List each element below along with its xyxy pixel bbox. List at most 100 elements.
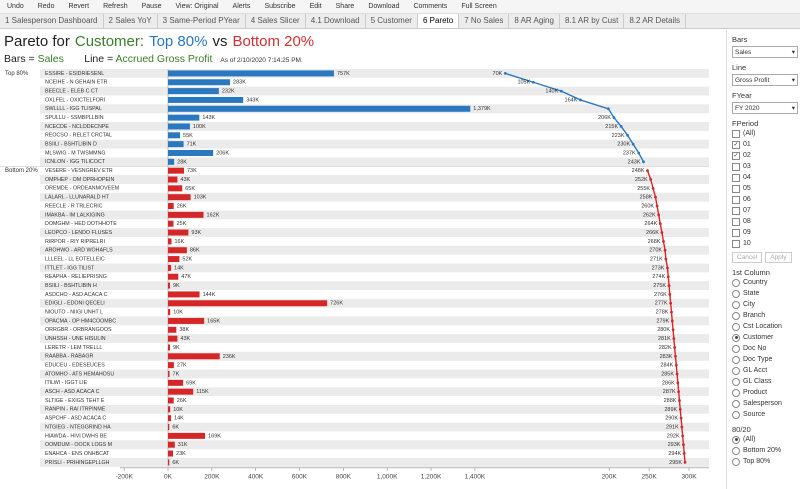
- radio-option[interactable]: Country: [732, 277, 798, 288]
- bar: [168, 459, 170, 466]
- bar: [168, 326, 177, 333]
- checkbox-option[interactable]: (All): [732, 128, 798, 139]
- line-point: [649, 178, 653, 181]
- radio-option[interactable]: Customer: [732, 332, 798, 343]
- row-label: SWLLLL - IGG TLISPAL: [45, 106, 102, 112]
- checkbox-option[interactable]: 03: [732, 161, 798, 172]
- radio-option[interactable]: Salesperson: [732, 398, 798, 409]
- bar-label: 144K: [203, 292, 216, 298]
- dropdown[interactable]: FY 2020 ▾: [732, 102, 798, 114]
- bar: [168, 194, 191, 201]
- checkbox-option[interactable]: 07: [732, 205, 798, 216]
- toolbar-button[interactable]: Edit: [309, 3, 322, 10]
- radio-option[interactable]: Branch: [732, 310, 798, 321]
- radio-option[interactable]: Top 80%: [732, 456, 798, 467]
- toolbar-button[interactable]: Full Screen: [461, 3, 497, 10]
- line-point: [674, 354, 677, 358]
- tab[interactable]: 3 Same-Period PYear: [158, 14, 246, 28]
- gross-profit-line: [646, 170, 686, 463]
- checkbox-label: 09: [743, 229, 751, 236]
- row-band: [40, 228, 709, 237]
- bar-label: 232K: [222, 89, 235, 95]
- radio-option[interactable]: GL Acct: [732, 365, 798, 376]
- line-point: [683, 460, 687, 464]
- bar-label: 169K: [208, 433, 221, 439]
- line-label: 70K: [493, 71, 503, 77]
- dropdown[interactable]: Gross Profit ▾: [732, 74, 798, 86]
- dropdown[interactable]: Sales ▾: [732, 46, 798, 58]
- toolbar-button[interactable]: Refresh: [103, 3, 128, 10]
- checkbox-option[interactable]: 05: [732, 183, 798, 194]
- line-point: [606, 107, 610, 111]
- bar-label: 6K: [172, 424, 179, 430]
- tab[interactable]: 6 Pareto: [417, 14, 460, 28]
- radio-option[interactable]: Doc Type: [732, 354, 798, 365]
- row-label: SLTIGE - EXIGS TEHT E: [45, 398, 105, 404]
- radio-label: Branch: [743, 312, 766, 319]
- radio-option[interactable]: Bottom 20%: [732, 445, 798, 456]
- bar-label: 27K: [177, 363, 187, 369]
- line-point: [682, 452, 686, 455]
- radio-option[interactable]: State: [732, 288, 798, 299]
- row-label: VESERE - VESNGREV ETR: [45, 168, 113, 174]
- toolbar-button[interactable]: Redo: [37, 3, 55, 10]
- radio-label: Cst Location: [743, 323, 782, 330]
- bar-label: 14K: [174, 416, 184, 422]
- toolbar-button[interactable]: Revert: [68, 3, 90, 10]
- toolbar-button[interactable]: Download: [368, 3, 400, 10]
- bar-label: 25K: [176, 221, 186, 227]
- row-label: LLLEEL - LL EOTELLEIC: [45, 256, 105, 262]
- checkbox-option[interactable]: 06: [732, 194, 798, 205]
- radio-option[interactable]: (All): [732, 434, 798, 445]
- dropdown-value: Gross Profit: [735, 76, 770, 84]
- x-tick-label: 600K: [292, 474, 308, 481]
- radio-label: Customer: [743, 334, 774, 341]
- bar: [168, 132, 181, 139]
- radio-option[interactable]: City: [732, 299, 798, 310]
- radio-option[interactable]: Doc No: [732, 343, 798, 354]
- bar-label: 69K: [186, 380, 196, 386]
- button[interactable]: Apply: [765, 252, 792, 263]
- checkbox-option[interactable]: 08: [732, 216, 798, 227]
- bar: [168, 264, 172, 271]
- toolbar-button[interactable]: Alerts: [232, 3, 251, 10]
- toolbar-button[interactable]: Pause: [141, 3, 162, 10]
- toolbar-button[interactable]: Comments: [413, 3, 448, 10]
- toolbar-button[interactable]: Subscribe: [264, 3, 296, 10]
- line-point: [663, 248, 667, 252]
- tab[interactable]: 4 Sales Slicer: [246, 14, 306, 28]
- toolbar-button[interactable]: View: Original: [175, 3, 219, 10]
- tab[interactable]: 8.1 AR by Cust: [560, 14, 625, 28]
- radio-option[interactable]: Source: [732, 409, 798, 420]
- tab[interactable]: 8 AR Aging: [509, 14, 560, 28]
- checkbox-option[interactable]: 09: [732, 227, 798, 238]
- checkbox-option[interactable]: ✓ 02: [732, 150, 798, 161]
- bar: [168, 344, 170, 351]
- checkbox-option[interactable]: 10: [732, 238, 798, 249]
- row-label: HIAWDA - HIVI DWHS BE: [45, 433, 107, 439]
- line-label: 290K: [665, 416, 678, 422]
- checkbox-option[interactable]: 04: [732, 172, 798, 183]
- radio-option[interactable]: Cst Location: [732, 321, 798, 332]
- filter-panel: Bars Sales ▾ Line Gross Profit ▾ FYear FY 2020 ▾…: [726, 30, 798, 489]
- line-point: [677, 390, 681, 394]
- tab[interactable]: 5 Customer: [366, 14, 418, 28]
- tab[interactable]: 7 No Sales: [459, 14, 510, 28]
- row-band: [40, 422, 709, 432]
- button[interactable]: Cancel: [732, 252, 763, 263]
- radio-option[interactable]: Product: [732, 387, 798, 398]
- row-band: [40, 440, 709, 450]
- bar-label: 52K: [182, 257, 192, 263]
- checkbox-label: 04: [743, 174, 751, 181]
- radio-option[interactable]: GL Class: [732, 376, 798, 387]
- toolbar-button[interactable]: Share: [335, 3, 355, 10]
- toolbar-button[interactable]: Undo: [7, 3, 24, 10]
- line-point: [674, 363, 678, 367]
- tab[interactable]: 8.2 AR Details: [624, 14, 687, 28]
- checkbox-option[interactable]: ✓ 01: [732, 139, 798, 150]
- row-band: [40, 122, 709, 131]
- tab[interactable]: 1 Salesperson Dashboard: [0, 14, 104, 28]
- tab[interactable]: 4.1 Download: [306, 14, 366, 28]
- row-label: ASDCHO - ASD ACACA C: [45, 292, 108, 298]
- tab[interactable]: 2 Sales YoY: [104, 14, 158, 28]
